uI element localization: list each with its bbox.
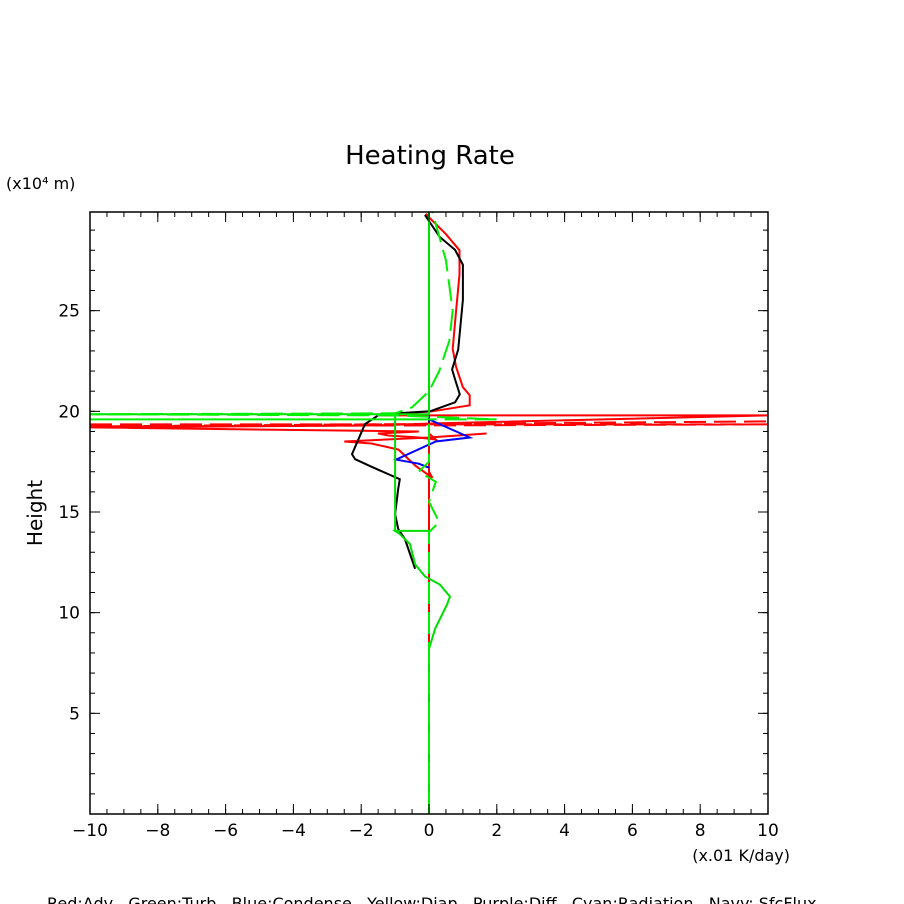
series-red-2	[344, 432, 487, 479]
x-tick-label: −4	[281, 821, 306, 841]
y-unit-label: (x10⁴ m)	[6, 174, 75, 193]
x-tick-label: −6	[213, 821, 238, 841]
series-group	[89, 211, 769, 814]
series-black	[350, 214, 464, 570]
y-axis-label: Height	[23, 480, 47, 546]
y-tick-label: 15	[58, 503, 80, 523]
chart-title: Heating Rate	[345, 141, 515, 171]
x-tick-label: 6	[627, 821, 638, 841]
ticks-group: −10 −8 −6 −4 −2 0 2 4 6 8 10 5 10 15 20 25	[58, 212, 779, 841]
series-green	[90, 212, 452, 814]
x-tick-label: 8	[695, 821, 706, 841]
legend-text: Red:Adv Green:Turb Blue:Condense Yellow:…	[47, 894, 817, 904]
x-tick-label: −2	[349, 821, 374, 841]
x-tick-label: 2	[491, 821, 502, 841]
y-tick-label: 20	[58, 402, 80, 422]
x-axis-label: (x.01 K/day)	[692, 846, 790, 865]
y-tick-label: 25	[58, 302, 80, 322]
y-tick-label: 10	[58, 604, 80, 624]
series-green-dash	[89, 211, 497, 814]
y-tick-label: 5	[69, 704, 80, 724]
x-tick-label: 0	[424, 821, 435, 841]
x-tick-label: 4	[559, 821, 570, 841]
x-tick-label: 10	[757, 821, 779, 841]
plot-frame	[89, 211, 769, 815]
x-tick-label: −10	[72, 821, 108, 841]
x-tick-label: −8	[145, 821, 170, 841]
